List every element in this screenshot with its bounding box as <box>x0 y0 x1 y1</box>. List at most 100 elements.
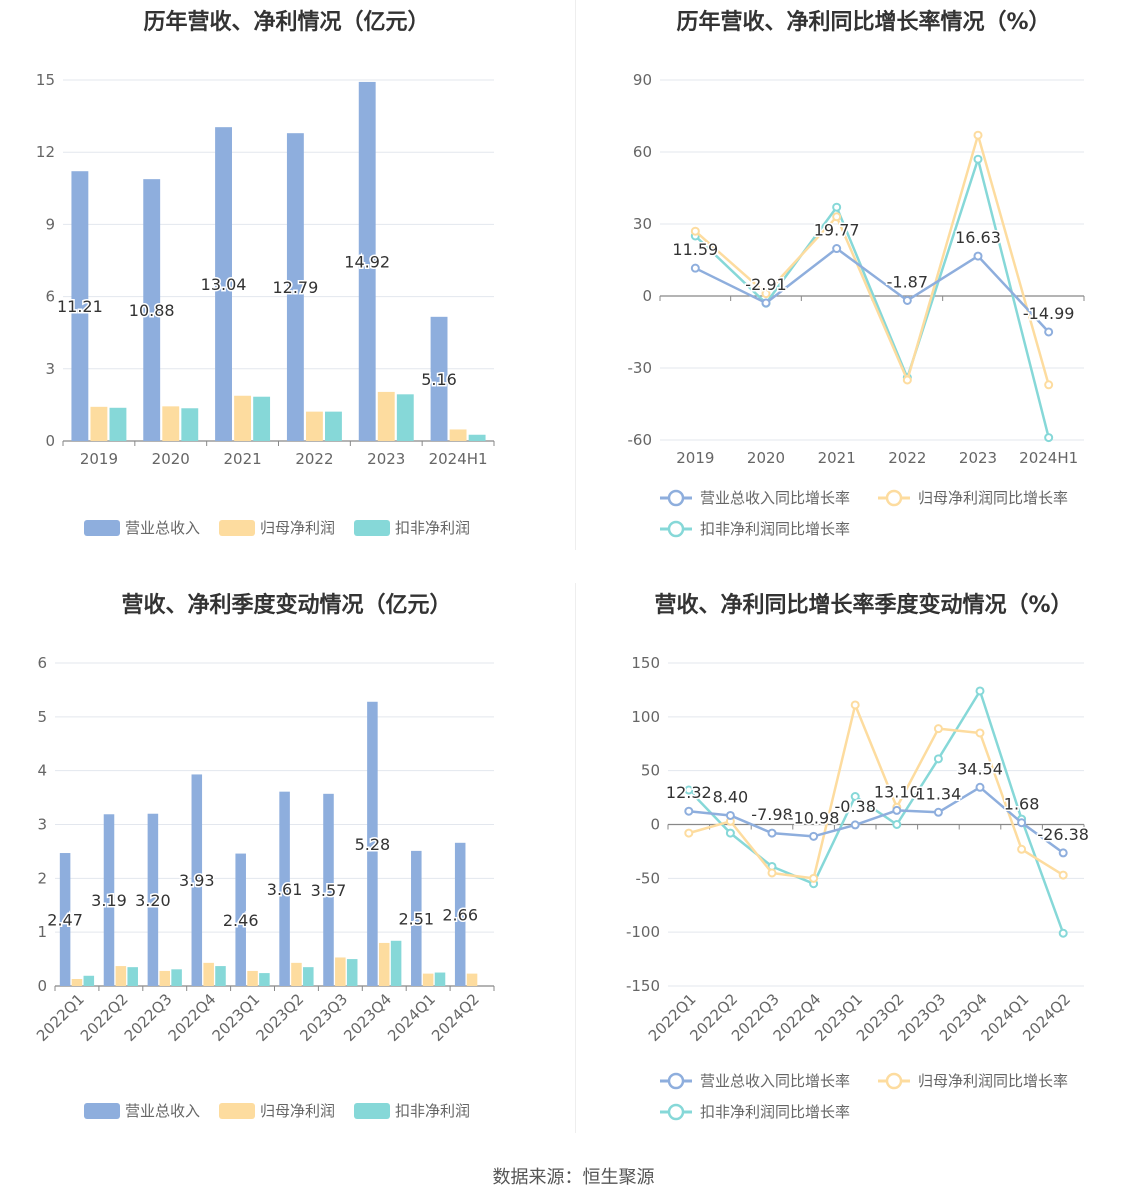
bar <box>323 793 334 986</box>
bar-value-label: 13.04 <box>201 275 247 294</box>
bar <box>247 970 258 986</box>
x-tick-label: 2023 <box>959 449 997 467</box>
legend-label: 归母净利润 <box>260 519 336 537</box>
x-tick-label: 2019 <box>676 449 714 467</box>
series-point <box>850 820 860 830</box>
x-tick-label: 2024Q1 <box>384 990 439 1045</box>
bar <box>147 813 159 986</box>
y-tick-label: -50 <box>636 869 661 887</box>
bar <box>215 966 226 986</box>
series-point <box>973 251 983 261</box>
x-tick-label: 2023Q4 <box>340 990 395 1045</box>
series-point <box>684 785 694 795</box>
bar <box>411 850 422 986</box>
x-tick-label: 2023Q2 <box>252 990 307 1045</box>
y-tick-label: 0 <box>642 287 652 305</box>
y-tick-label: 2 <box>37 869 47 887</box>
x-tick-label: 2022Q2 <box>77 990 132 1045</box>
quarterly-revenue-profit-chart: 01234562022Q12022Q22022Q32022Q42023Q1202… <box>33 654 495 1045</box>
point-value-label: 16.63 <box>955 228 1001 247</box>
series-point <box>975 686 985 696</box>
series-point <box>832 212 842 222</box>
series-point <box>1044 380 1054 390</box>
legend-swatch <box>219 1103 255 1119</box>
y-tick-label: 15 <box>36 71 55 89</box>
bar <box>191 774 203 986</box>
x-tick-label: 2022 <box>888 449 926 467</box>
bar-value-label: 14.92 <box>344 252 390 271</box>
y-tick-label: 150 <box>631 654 660 672</box>
point-value-label: 1.68 <box>1004 795 1040 814</box>
point-value-label: -1.87 <box>887 272 928 291</box>
bar <box>286 133 304 442</box>
point-value-label: -2.91 <box>745 275 786 294</box>
series-point <box>1044 433 1054 443</box>
bar <box>291 962 302 986</box>
point-value-label: 13.10 <box>874 782 920 801</box>
bar <box>215 127 232 442</box>
series-line <box>688 786 1064 854</box>
point-value-label: -26.38 <box>1037 825 1089 844</box>
point-value-label: -14.99 <box>1023 304 1075 323</box>
series-point <box>975 728 985 738</box>
chart-title: 历年营收、净利情况（亿元） <box>143 10 430 35</box>
series-line <box>687 689 1065 934</box>
series-point <box>1058 870 1068 880</box>
bar <box>115 966 127 986</box>
bar <box>449 429 467 441</box>
series-line <box>694 247 1050 333</box>
quarterly-growth-panel: 营收、净利同比增长率季度变动情况（%） -150 -100 -50 0 50 100 150… <box>577 583 1147 1163</box>
series-point <box>761 289 771 299</box>
bar <box>171 969 182 986</box>
series-point <box>1044 327 1054 337</box>
y-tick-label: 50 <box>641 762 660 780</box>
bar <box>259 973 270 986</box>
bar-value-label: 2.51 <box>398 909 434 928</box>
series-point <box>892 805 902 815</box>
y-tick-label: -60 <box>628 431 653 449</box>
series-point <box>809 873 819 883</box>
column-divider-bottom <box>575 583 576 1133</box>
y-tick-label: 5 <box>37 708 47 726</box>
series-point <box>850 700 860 710</box>
series-point <box>973 130 983 140</box>
annual-growth-panel: 历年营收、净利同比增长率情况（%） -60 -30 0 30 60 90 2019 2020 2… <box>577 0 1147 580</box>
annual-revenue-profit-panel: 历年营收、净利情况（亿元） 0 3 6 9 12 15 2019 2020 2021 2022 20… <box>0 0 573 580</box>
bar <box>162 406 180 441</box>
y-tick-label: -150 <box>626 977 660 995</box>
legend-label: 扣非净利润 <box>395 519 471 537</box>
x-tick-label: 2024Q2 <box>428 990 483 1045</box>
x-tick-label: 2020 <box>747 449 785 467</box>
y-tick-label: 3 <box>45 360 55 378</box>
bar <box>454 842 466 986</box>
series-point <box>1017 818 1027 828</box>
y-tick-label: 100 <box>631 708 660 726</box>
legend-line-circle-icon <box>878 1072 910 1090</box>
bar-value-label: 2.46 <box>223 911 259 930</box>
series-point <box>832 244 842 254</box>
bar-value-label: 10.88 <box>129 301 175 320</box>
bar-value-label: 2.66 <box>442 905 478 924</box>
x-tick-label: 2021 <box>223 450 261 468</box>
bar <box>377 391 395 441</box>
y-tick-label: 6 <box>37 654 47 672</box>
bar-value-label: 3.93 <box>179 871 215 890</box>
legend-label: 营业总收入同比增长率 <box>700 1072 851 1090</box>
series-point <box>850 792 860 802</box>
y-tick-label: 1 <box>37 923 47 941</box>
legend-label: 扣非净利润同比增长率 <box>700 520 851 538</box>
bar <box>279 791 290 986</box>
bar <box>396 394 414 441</box>
quarterly-growth-chart: -150-100-500501001502022Q12022Q22022Q320… <box>626 654 1091 1045</box>
y-tick-label: 0 <box>45 432 55 450</box>
x-tick-label: 2024H1 <box>429 450 488 468</box>
series-point <box>725 810 735 820</box>
x-tick-label: 2022 <box>295 450 333 468</box>
y-tick-label: 9 <box>45 215 55 233</box>
point-value-label: -7.98 <box>751 805 792 824</box>
series-point <box>973 154 983 164</box>
y-tick-label: 0 <box>650 816 660 834</box>
bar <box>109 407 127 441</box>
bar <box>390 940 402 986</box>
y-tick-label: 3 <box>37 816 47 834</box>
